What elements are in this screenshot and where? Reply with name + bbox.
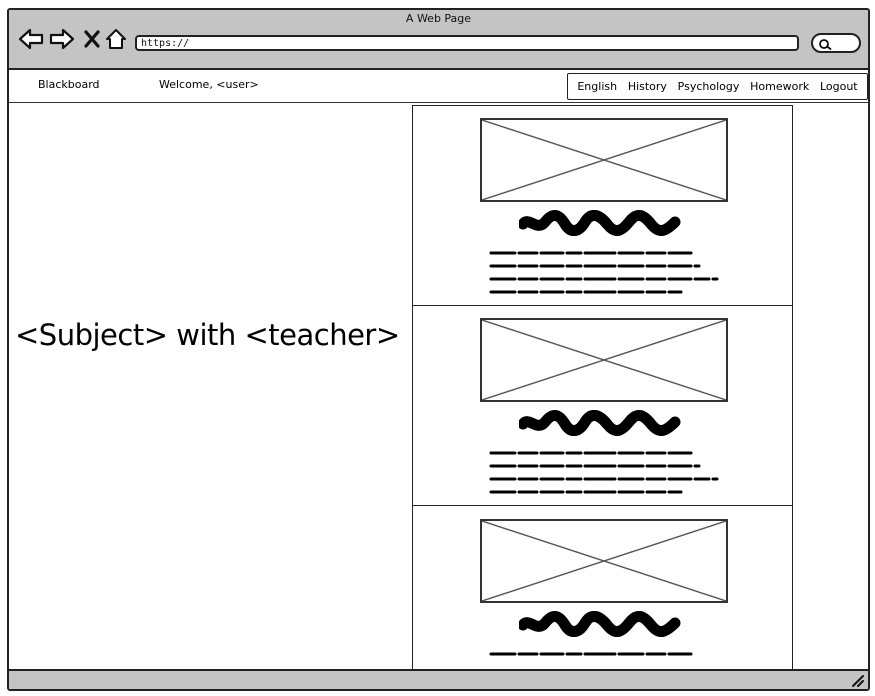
welcome-text: Welcome, <user> (159, 78, 259, 91)
search-button[interactable] (811, 33, 861, 53)
card-title-scribble (519, 611, 681, 637)
menu-item-english[interactable]: English (577, 80, 618, 93)
menu-item-psychology[interactable]: Psychology (677, 80, 740, 93)
resize-grip-icon[interactable] (850, 673, 864, 687)
browser-titlebar: A Web Page https:// (9, 10, 868, 70)
search-icon (819, 39, 832, 50)
card-text-scribble (489, 652, 697, 656)
card-text-scribble (489, 251, 719, 294)
menu-item-homework[interactable]: Homework (750, 80, 810, 93)
window-title: A Web Page (405, 12, 472, 25)
browser-statusbar (9, 669, 868, 689)
back-button[interactable] (18, 26, 44, 52)
menu-item-logout[interactable]: Logout (819, 80, 858, 93)
url-text: https:// (141, 38, 190, 49)
home-button[interactable] (103, 26, 129, 52)
content-card[interactable] (413, 106, 792, 306)
image-placeholder (480, 118, 728, 202)
image-placeholder-icon (482, 120, 726, 200)
image-placeholder (480, 318, 728, 402)
subject-heading: <Subject> with <teacher> (15, 318, 400, 352)
content-card[interactable] (413, 306, 792, 506)
site-header: Blackboard Welcome, <user> English Histo… (9, 71, 868, 103)
image-placeholder (480, 519, 728, 603)
menu-item-history[interactable]: History (627, 80, 667, 93)
image-placeholder-icon (482, 320, 726, 400)
card-text-scribble (489, 451, 719, 494)
card-list[interactable] (412, 105, 793, 674)
url-input[interactable]: https:// (135, 35, 799, 51)
card-title-scribble (519, 210, 681, 236)
stop-button[interactable] (79, 26, 105, 52)
home-icon (106, 29, 126, 49)
card-title-scribble (519, 410, 681, 436)
image-placeholder-icon (482, 521, 726, 601)
main-menu: English History Psychology Homework Logo… (567, 73, 868, 100)
forward-arrow-icon (49, 28, 75, 50)
browser-window: A Web Page https:// (7, 8, 870, 691)
brand-link[interactable]: Blackboard (38, 78, 100, 91)
forward-button[interactable] (49, 26, 75, 52)
back-arrow-icon (18, 28, 44, 50)
close-x-icon (84, 30, 100, 48)
content-card[interactable] (413, 507, 792, 673)
